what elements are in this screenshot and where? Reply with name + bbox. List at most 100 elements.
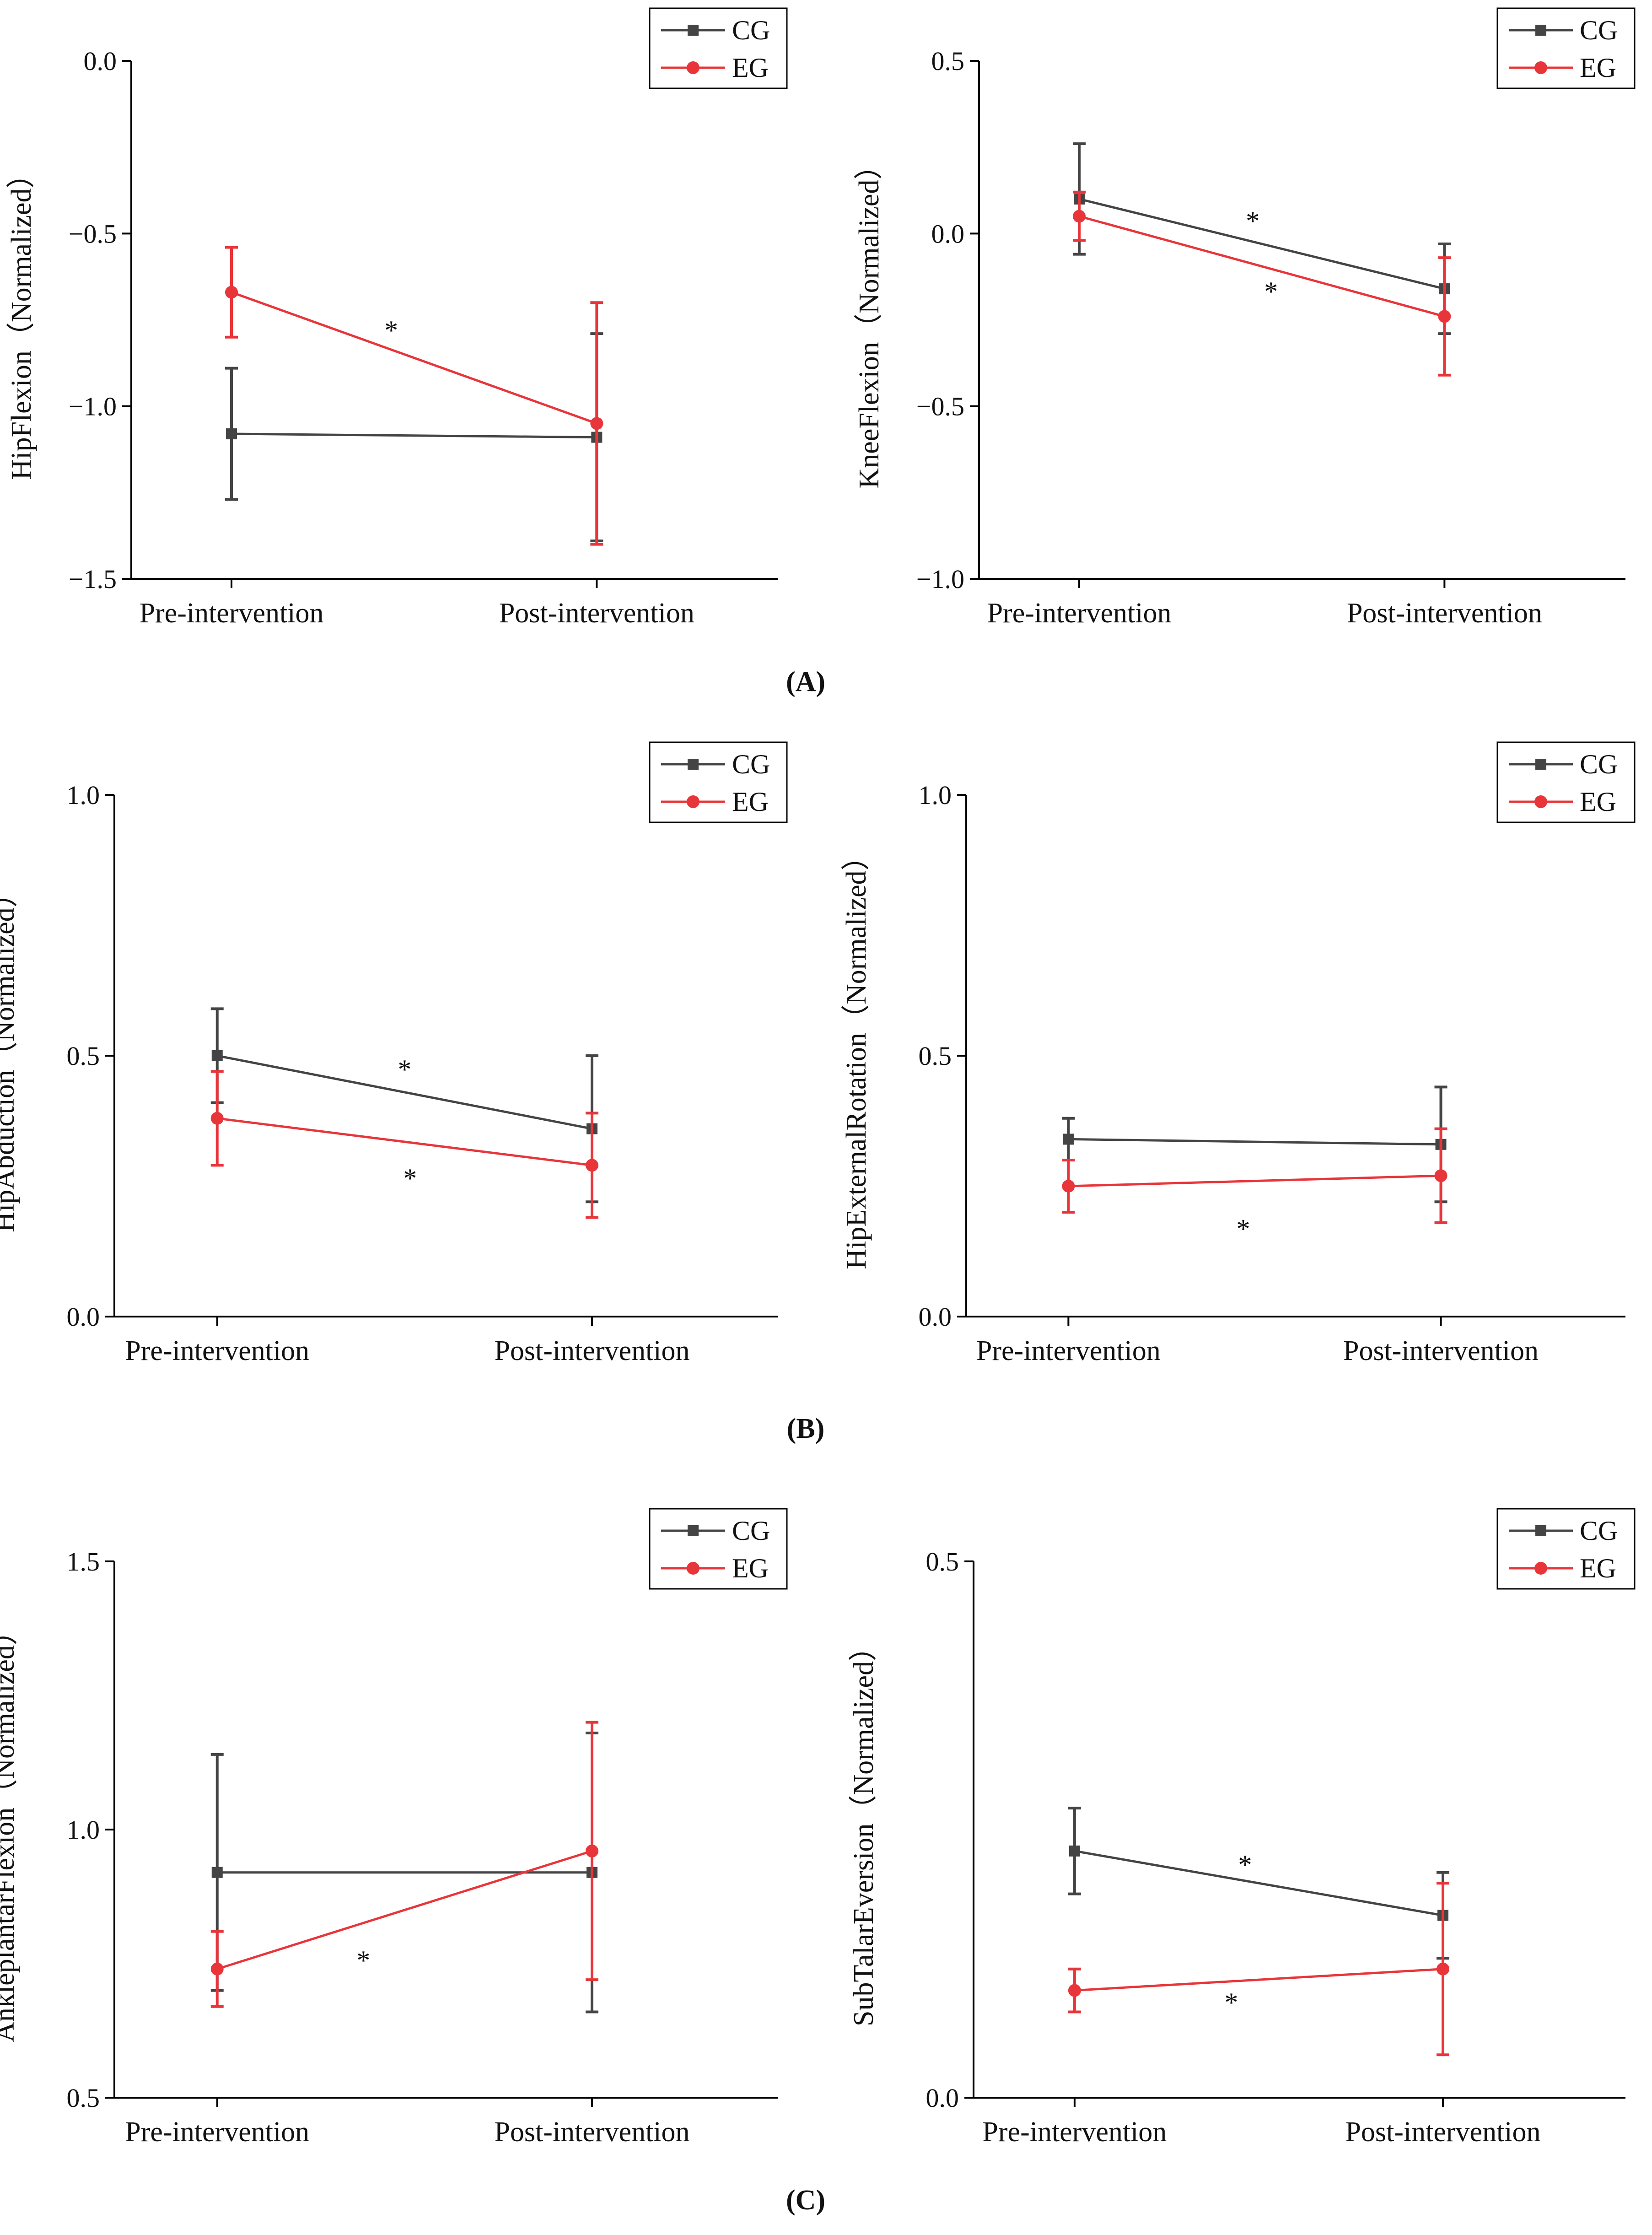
chart5-significance-star: * [356, 1945, 370, 1976]
chart2-significance-star: * [1246, 206, 1259, 236]
chart5-y-tick-label: 1.5 [67, 1547, 100, 1576]
chart6-eg-point [1068, 1984, 1081, 1997]
chart6-significance-star: * [1238, 1850, 1252, 1880]
chart3-x-tick-label: Post-intervention [494, 1335, 689, 1366]
chart6-legend-cg-label: CG [1580, 1516, 1618, 1546]
chart6-significance-star: * [1224, 1987, 1238, 2018]
chart1-legend-box [649, 7, 788, 89]
chart3-legend-eg-label: EG [732, 787, 769, 817]
chart2-legend-eg-marker [1534, 61, 1547, 74]
chart3-legend-cg-marker [688, 759, 699, 770]
chart3-significance-star: * [398, 1054, 411, 1085]
chart2-legend-cg-label: CG [1580, 15, 1618, 45]
chart4-eg-point [1062, 1180, 1075, 1193]
chart3-eg-point [210, 1112, 224, 1125]
chart6-legend-eg-label: EG [1580, 1553, 1616, 1583]
chart2-y-axis-label: KneeFlexion（Normalized） [854, 151, 885, 489]
chart6-legend-eg-marker [1534, 1562, 1547, 1575]
chart5-legend-cg-marker [688, 1525, 699, 1536]
chart3-y-tick-label: 0.5 [67, 1041, 100, 1071]
chart3-eg-line [217, 1117, 592, 1166]
chart4-y-axis-label: HipExternalRotation（Normalized） [841, 842, 872, 1269]
chart4-legend-eg-marker [1534, 795, 1547, 808]
chart3-legend-cg-label: CG [732, 749, 770, 779]
chart1-legend-eg-label: EG [732, 53, 769, 83]
chart1-eg-point [225, 286, 238, 299]
chart4-eg-line [1068, 1174, 1441, 1188]
chart1-eg-line [231, 291, 597, 425]
chart3-eg-point [586, 1159, 598, 1172]
chart5-legend-eg-label: EG [732, 1553, 769, 1583]
chart6-eg-point [1437, 1962, 1449, 1976]
chart6-eg-line [1074, 1968, 1443, 1992]
chart2-y-tick-label: −1.0 [916, 564, 964, 594]
chart2-significance-star: * [1264, 276, 1278, 307]
chart2-cg-line [1079, 198, 1445, 290]
chart2-y-tick-label: 0.5 [931, 46, 965, 76]
chart5-x-tick-label: Pre-intervention [125, 2116, 309, 2148]
chart5-y-axis-label: AnkleplantarFlexion（Normalized） [0, 1617, 20, 2042]
chart6-x-tick-label: Pre-intervention [982, 2116, 1167, 2148]
chart4-x-tick-label: Post-intervention [1343, 1335, 1539, 1366]
chart2-legend-cg-marker [1535, 25, 1546, 36]
chart5-y-tick-label: 0.5 [67, 2083, 100, 2113]
chart3-cg-line [217, 1054, 592, 1130]
chart5-y-tick-label: 1.0 [67, 1815, 100, 1845]
chart2-y-tick-label: −0.5 [916, 392, 964, 421]
chart2-y-tick-label: 0.0 [931, 219, 965, 248]
chart1-x-tick-label: Post-intervention [499, 598, 694, 629]
chart1-y-axis-label: HipFlexion（Normalized） [6, 160, 37, 480]
panel-label-b: (B) [787, 1413, 825, 1444]
chart3-y-tick-label: 0.0 [67, 1302, 100, 1332]
chart5-cg-point [211, 1867, 223, 1878]
chart1-legend-cg-marker [688, 25, 699, 36]
chart6-cg-line [1074, 1850, 1443, 1916]
chart1-legend-cg-label: CG [732, 15, 770, 45]
chart6-legend-cg-marker [1535, 1525, 1546, 1536]
chart4-legend-cg-marker [1535, 759, 1546, 770]
chart2-legend-box [1496, 7, 1636, 89]
chart3-legend-box [649, 741, 788, 823]
chart1-eg-point [590, 417, 603, 430]
chart1-cg-line [231, 432, 597, 439]
chart6-y-tick-label: 0.0 [926, 2083, 959, 2113]
chart2-eg-line [1079, 215, 1445, 318]
chart4-legend-box [1496, 741, 1636, 823]
chart2-x-tick-label: Pre-intervention [987, 598, 1172, 629]
chart1-y-tick-label: −0.5 [69, 219, 117, 248]
chart3-cg-point [211, 1050, 223, 1061]
chart5-x-tick-label: Post-intervention [494, 2116, 689, 2148]
chart2-legend-eg-label: EG [1580, 53, 1616, 83]
panel-label-c: (C) [786, 2185, 825, 2216]
panel-label-a: (A) [786, 666, 825, 697]
chart2-eg-point [1438, 310, 1451, 323]
chart1-y-tick-label: 0.0 [84, 46, 117, 76]
chart1-significance-star: * [384, 315, 398, 346]
chart5-eg-point [210, 1962, 224, 1976]
chart4-y-tick-label: 0.5 [919, 1041, 952, 1071]
chart2-x-tick-label: Post-intervention [1347, 598, 1542, 629]
chart2-eg-point [1073, 210, 1086, 223]
chart1-y-tick-label: −1.0 [69, 392, 117, 421]
chart4-y-tick-label: 0.0 [919, 1302, 952, 1332]
chart4-eg-point [1434, 1169, 1448, 1182]
chart3-y-axis-label: HipAbduction（Normalized） [0, 879, 20, 1232]
chart4-significance-star: * [1236, 1214, 1250, 1244]
chart1-cg-point [226, 428, 237, 440]
chart4-cg-line [1068, 1138, 1441, 1146]
chart3-x-tick-label: Pre-intervention [125, 1335, 309, 1366]
chart4-legend-eg-label: EG [1580, 787, 1616, 817]
chart4-y-tick-label: 1.0 [919, 780, 952, 810]
chart4-legend-cg-label: CG [1580, 749, 1618, 779]
chart5-eg-point [586, 1844, 598, 1857]
chart5-legend-box [649, 1508, 788, 1590]
chart4-cg-point [1063, 1134, 1074, 1145]
chart6-cg-point [1069, 1845, 1080, 1857]
chart6-x-tick-label: Post-intervention [1345, 2116, 1540, 2148]
chart3-y-tick-label: 1.0 [67, 780, 100, 810]
chart1-y-tick-label: −1.5 [69, 564, 117, 594]
chart5-legend-cg-label: CG [732, 1516, 770, 1546]
chart4-x-tick-label: Pre-intervention [976, 1335, 1161, 1366]
chart1-legend-eg-marker [687, 61, 700, 74]
